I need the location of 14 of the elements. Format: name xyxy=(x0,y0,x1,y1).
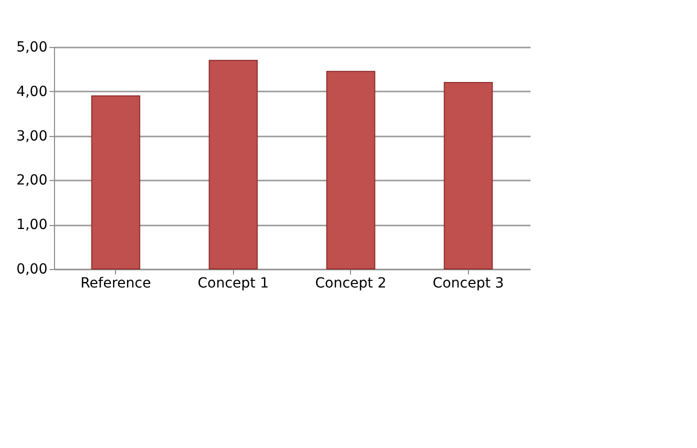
bar xyxy=(444,82,493,270)
x-tick-label: Concept 2 xyxy=(315,276,386,292)
y-tick-label: 2,00 xyxy=(16,172,48,189)
y-tick-label: 3,00 xyxy=(16,128,48,144)
bar xyxy=(91,95,140,270)
bar xyxy=(208,60,258,270)
y-tick-label: 0,00 xyxy=(16,262,48,278)
y-tick-label: 4,00 xyxy=(16,84,48,100)
x-tick-label: Reference xyxy=(80,276,151,292)
x-tick-label: Concept 3 xyxy=(432,276,504,292)
y-tick-label: 5,00 xyxy=(16,40,48,56)
bar xyxy=(326,70,376,270)
x-tick-label: Concept 1 xyxy=(198,276,269,292)
y-tick-label: 1,00 xyxy=(16,217,48,234)
